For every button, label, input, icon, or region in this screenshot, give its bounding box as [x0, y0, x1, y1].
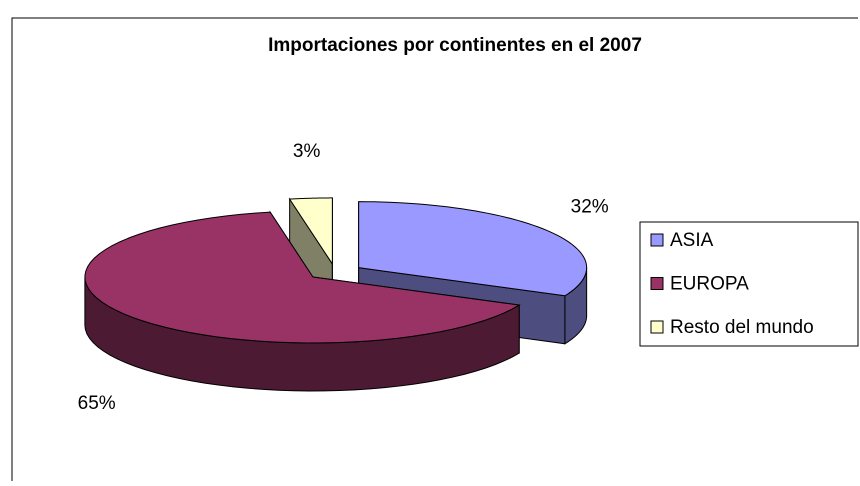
- slice: [84, 211, 521, 344]
- legend-swatch: [650, 277, 664, 290]
- legend-box: [639, 221, 859, 347]
- legend-label: Resto del mundo: [670, 317, 814, 338]
- chart-frame: [11, 17, 858, 481]
- slice: [288, 197, 333, 266]
- data-label: 32%: [571, 196, 609, 217]
- legend-label: ASIA: [670, 230, 714, 251]
- legend-swatch: [650, 233, 664, 247]
- legend-swatch: [650, 320, 664, 334]
- data-label: 3%: [293, 141, 321, 162]
- chart-title: Importaciones por continentes en el 2007: [268, 35, 642, 56]
- legend-label: EUROPA: [670, 274, 749, 295]
- data-label: 65%: [78, 393, 116, 414]
- slice: [358, 201, 588, 297]
